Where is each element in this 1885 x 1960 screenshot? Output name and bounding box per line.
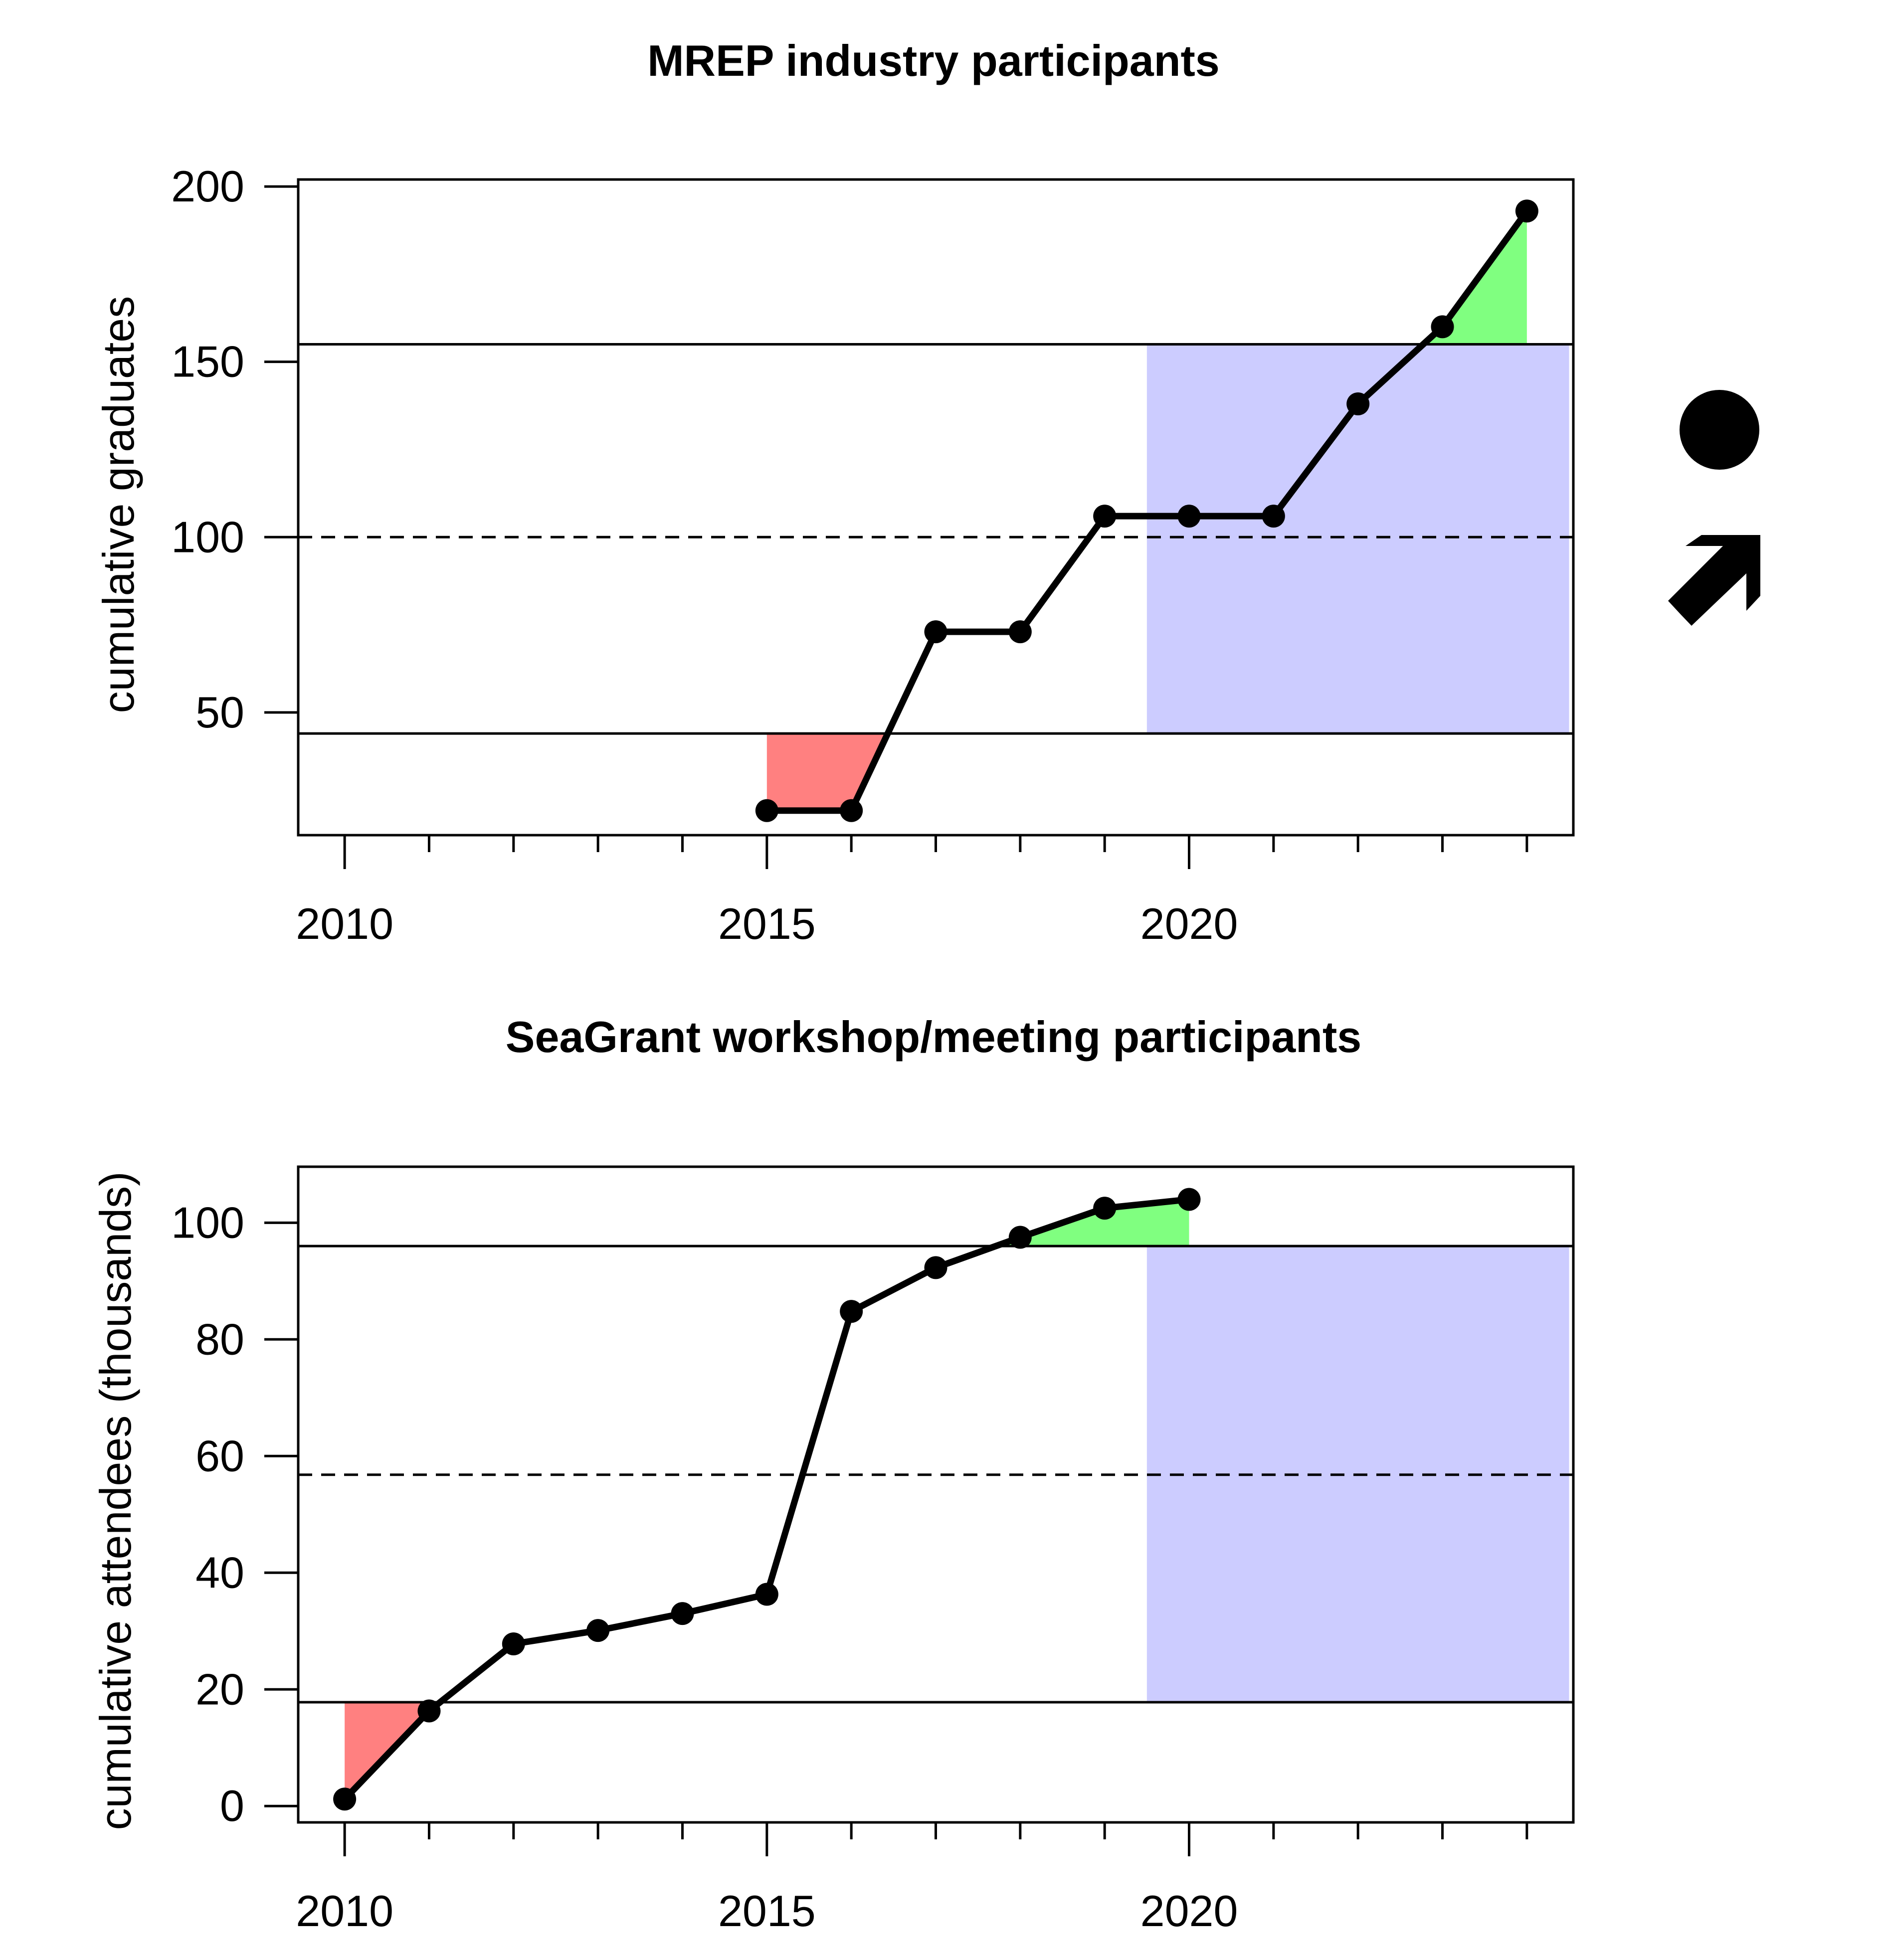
y-axis-label: cumulative graduates xyxy=(94,296,143,713)
data-point xyxy=(671,1602,694,1625)
data-point xyxy=(1008,620,1032,644)
x-tick-label: 2010 xyxy=(296,1886,393,1936)
y-tick-label: 80 xyxy=(195,1314,244,1364)
below-lower-fill xyxy=(345,1702,440,1799)
status-indicators xyxy=(1668,390,1760,626)
data-point xyxy=(1177,505,1201,528)
x-tick-label: 2010 xyxy=(296,899,393,948)
filled-circle-icon xyxy=(1680,390,1759,470)
data-point xyxy=(1177,1188,1201,1211)
above-upper-fill xyxy=(997,1199,1189,1247)
highlight-fills xyxy=(766,211,1569,811)
y-tick-label: 60 xyxy=(195,1431,244,1480)
chart-title: MREP industry participants xyxy=(647,36,1219,85)
axes: 0 20 40 60 80 100 2010 2015 2020 xyxy=(171,1165,1575,1936)
y-tick-label: 40 xyxy=(195,1548,244,1597)
data-point xyxy=(1093,1197,1117,1220)
reference-lines xyxy=(298,343,1573,735)
data-point xyxy=(1008,1226,1032,1249)
data-point xyxy=(924,1256,947,1279)
seagrant-chart: SeaGrant workshop/meeting participants c… xyxy=(91,1012,1575,1936)
y-tick-label: 200 xyxy=(171,162,244,211)
y-tick-label: 20 xyxy=(195,1664,244,1714)
data-series xyxy=(333,1188,1201,1811)
data-point xyxy=(755,799,778,822)
y-tick-label: 0 xyxy=(220,1781,244,1830)
data-point xyxy=(840,1300,863,1323)
y-axis-label: cumulative attendees (thousands) xyxy=(91,1172,140,1830)
data-point xyxy=(502,1632,525,1656)
y-tick-label: 150 xyxy=(171,337,244,386)
reference-lines xyxy=(298,1245,1573,1704)
x-tick-label: 2020 xyxy=(1140,1886,1238,1936)
data-point xyxy=(1093,505,1117,528)
data-point xyxy=(333,1787,357,1811)
data-point xyxy=(1515,199,1538,223)
series-line xyxy=(766,209,1530,814)
chart-title: SeaGrant workshop/meeting participants xyxy=(506,1012,1361,1062)
y-tick-label: 50 xyxy=(195,688,244,737)
data-series xyxy=(755,199,1538,822)
data-point xyxy=(1431,315,1454,339)
above-upper-fill xyxy=(1423,211,1527,345)
mrep-chart: MREP industry participants cumulative gr… xyxy=(94,36,1575,948)
data-point xyxy=(840,799,863,822)
data-point xyxy=(1262,505,1285,528)
y-tick-label: 100 xyxy=(171,1198,244,1247)
x-tick-label: 2015 xyxy=(718,1886,816,1936)
y-tick-label: 100 xyxy=(171,512,244,561)
up-right-arrow-icon xyxy=(1668,535,1760,626)
x-tick-label: 2020 xyxy=(1140,899,1238,948)
data-point xyxy=(755,1583,778,1606)
highlight-fills xyxy=(345,1199,1569,1799)
data-point xyxy=(1346,392,1370,416)
axes: 50 100 150 200 2010 2015 2020 xyxy=(171,162,1575,948)
data-point xyxy=(417,1699,441,1723)
series-line xyxy=(342,1196,1190,1801)
data-point xyxy=(586,1619,610,1642)
data-point xyxy=(924,620,947,644)
x-tick-label: 2015 xyxy=(718,899,816,948)
